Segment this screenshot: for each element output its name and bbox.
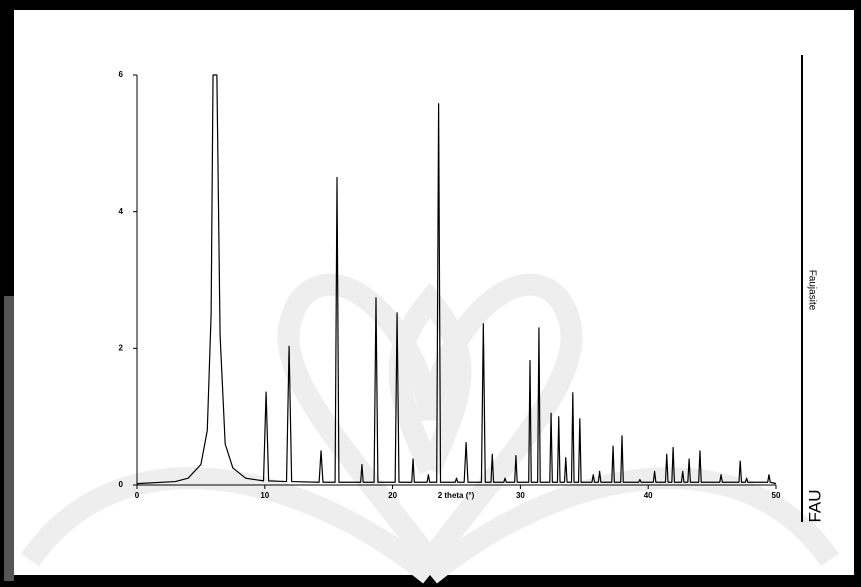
x-tick-label: 30: [516, 491, 525, 500]
x-tick-label: 10: [260, 491, 269, 500]
y-tick-label: 6: [119, 70, 124, 79]
x-axis-label: 2 theta (°): [438, 491, 475, 500]
y-tick-label: 4: [119, 207, 124, 216]
x-tick-label: 0: [135, 491, 140, 500]
frame-shadow: [4, 296, 14, 581]
phase-name: Faujasite: [806, 270, 817, 311]
x-tick-label: 20: [388, 491, 397, 500]
chart: Faujasite FAU 2 theta (°) 0 10 20 30 40 50 0 2 4…: [0, 0, 861, 587]
x-tick-label: 50: [772, 491, 781, 500]
y-tick-label: 0: [119, 480, 124, 489]
y-tick-label: 2: [119, 343, 124, 352]
x-tick-label: 40: [644, 491, 653, 500]
phase-code: FAU: [805, 489, 824, 522]
